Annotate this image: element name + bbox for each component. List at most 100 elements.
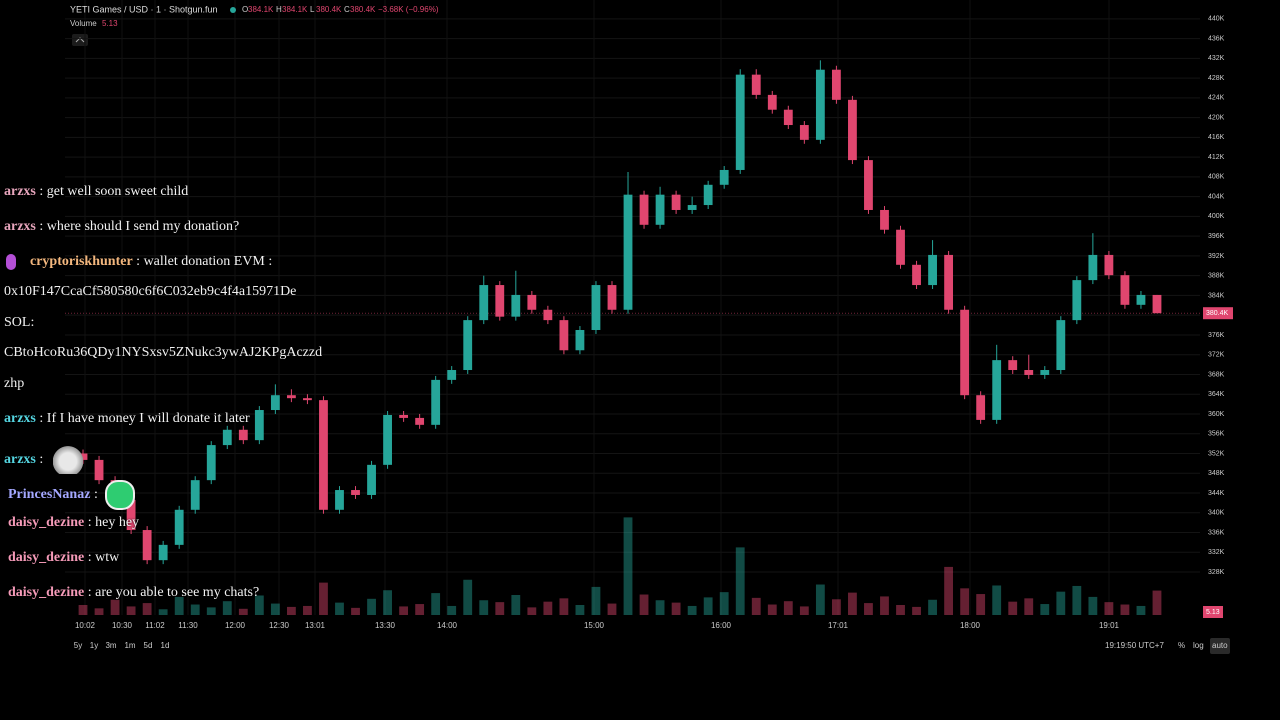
volume-bar xyxy=(238,608,248,615)
ohlc-value: 384.1K xyxy=(282,5,308,14)
candle-body xyxy=(671,194,681,210)
chat-user: daisy_dezine xyxy=(8,515,85,530)
chat-line: SOL: xyxy=(4,315,34,331)
ohlc-key: H xyxy=(276,5,282,14)
candle-body xyxy=(896,229,905,265)
volume-bar xyxy=(960,588,970,615)
x-tick-label: 12:00 xyxy=(225,621,246,630)
face-emote xyxy=(105,480,136,510)
candle-body xyxy=(880,209,889,230)
volume-bar xyxy=(1152,590,1162,615)
x-tick-label: 19:01 xyxy=(1099,621,1120,630)
y-tick-label: 392K xyxy=(1208,253,1225,260)
volume-bar xyxy=(254,595,264,615)
volume-bar xyxy=(831,599,841,615)
x-tick-label: 13:30 xyxy=(375,621,396,630)
candle-body xyxy=(399,414,409,418)
chat-text: zhp xyxy=(4,376,25,391)
volume-bar xyxy=(896,605,905,615)
volume-bar xyxy=(174,596,184,615)
y-tick-label: 424K xyxy=(1208,95,1225,102)
chat-line: daisy_dezine : are you able to see my ch… xyxy=(8,585,259,601)
volume-bar xyxy=(286,606,296,615)
y-tick-label: 364K xyxy=(1208,391,1225,398)
y-tick-label: 372K xyxy=(1208,352,1225,359)
volume-bar xyxy=(383,590,392,615)
volume-bar xyxy=(158,609,168,615)
x-tick-label: 14:00 xyxy=(437,621,458,630)
candle-body xyxy=(270,395,280,411)
chat-line: arzxs : get well soon sweet child xyxy=(4,184,188,200)
range-button[interactable]: 1d xyxy=(161,641,170,650)
y-tick-label: 348K xyxy=(1208,470,1225,477)
auto-button-bg[interactable] xyxy=(1210,638,1230,654)
volume-bar xyxy=(1072,585,1082,615)
range-button[interactable]: 1m xyxy=(124,641,135,650)
chat-sep: : xyxy=(39,411,44,426)
y-tick-label: 328K xyxy=(1208,569,1225,576)
volume-bar xyxy=(543,601,553,615)
range-button[interactable]: 3m xyxy=(105,641,116,650)
y-tick-label: 344K xyxy=(1208,490,1225,497)
chat-text: If I have money I will donate it later xyxy=(46,411,250,426)
range-button[interactable]: 5d xyxy=(144,641,153,650)
x-tick-label: 11:30 xyxy=(178,621,198,630)
ohlc-key: L xyxy=(310,5,315,14)
chat-sep: : xyxy=(39,184,44,199)
candle-body xyxy=(735,74,745,170)
chat-line: zhp xyxy=(4,376,24,392)
collapse-button[interactable] xyxy=(72,34,88,46)
x-tick-label: 10:02 xyxy=(75,621,96,630)
volume-bar xyxy=(270,603,280,615)
volume-bar xyxy=(815,584,825,615)
candle-body xyxy=(206,445,216,481)
candle-body xyxy=(126,499,136,531)
volume-bar xyxy=(976,594,986,615)
chat-overlay: arzxs : get well soon sweet child arzxs :… xyxy=(0,0,400,620)
volume-bar xyxy=(751,597,761,615)
y-tick-label: 408K xyxy=(1208,174,1225,181)
candle-body xyxy=(367,464,376,495)
range-button[interactable]: 1y xyxy=(90,641,98,650)
volume-bar xyxy=(222,601,232,615)
candle-body xyxy=(1024,370,1034,375)
candle-body xyxy=(335,490,344,510)
volume-bar xyxy=(1136,605,1146,615)
cat-emote xyxy=(52,446,83,474)
candle-body xyxy=(591,285,601,331)
y-tick-label: 436K xyxy=(1208,35,1225,42)
log-button[interactable]: log xyxy=(1193,641,1204,650)
y-tick-label: 416K xyxy=(1208,134,1225,141)
chat-line: PrincesNanaz : xyxy=(8,480,136,510)
candle-body xyxy=(543,309,553,321)
percent-button[interactable]: % xyxy=(1178,641,1185,650)
y-tick-label: 420K xyxy=(1208,114,1225,121)
y-tick-label: 404K xyxy=(1208,193,1225,200)
candle-body xyxy=(575,330,585,351)
volume-bar xyxy=(848,592,857,615)
chat-text: SOL: xyxy=(4,315,35,330)
volume-label: Volume xyxy=(70,19,97,28)
chat-user: arzxs xyxy=(4,452,36,468)
volume-bar xyxy=(511,595,521,615)
candle-body xyxy=(431,379,441,425)
y-tick-label: 432K xyxy=(1208,55,1225,62)
volume-bar xyxy=(479,600,489,615)
candle-body xyxy=(351,490,360,495)
candle-body xyxy=(527,294,537,310)
candle-body xyxy=(559,320,569,351)
candle-body xyxy=(1008,360,1018,371)
candle-body xyxy=(222,429,232,446)
candle-body xyxy=(944,254,954,310)
x-tick-label: 16:00 xyxy=(711,621,732,630)
volume-bar xyxy=(126,606,136,615)
range-button[interactable]: 5y xyxy=(74,641,82,650)
chat-text: CBtoHcoRu36QDy1NYSxsv5ZNukc3ywAJ2KPgAczz… xyxy=(4,345,323,360)
candle-body xyxy=(190,480,200,510)
chat-text: get well soon sweet child xyxy=(46,184,189,199)
volume-bar xyxy=(719,592,729,615)
y-tick-label: 376K xyxy=(1208,332,1225,339)
candle-body xyxy=(623,194,633,310)
auto-button[interactable]: auto xyxy=(1212,641,1228,650)
volume-bar xyxy=(575,605,585,615)
